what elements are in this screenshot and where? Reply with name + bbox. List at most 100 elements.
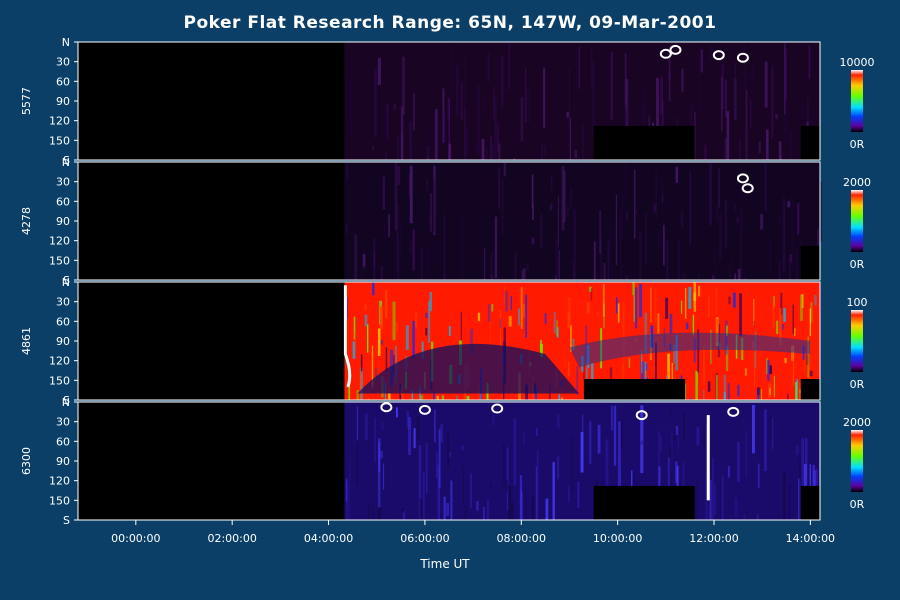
x-axis-label: Time UT — [419, 557, 470, 571]
emission-streak — [437, 464, 441, 520]
emission-streak — [754, 351, 756, 388]
emission-streak — [440, 56, 444, 77]
bright-aurora-feature — [741, 183, 754, 194]
y-tick-label: 90 — [56, 215, 70, 228]
emission-streak — [356, 406, 358, 441]
emission-streak — [425, 312, 428, 318]
emission-streak — [670, 408, 672, 417]
emission-streak — [466, 396, 470, 400]
emission-streak — [622, 302, 625, 334]
emission-streak — [526, 263, 530, 270]
emission-streak — [589, 421, 592, 464]
emission-streak — [804, 438, 808, 490]
emission-streak — [688, 286, 692, 309]
emission-streak — [447, 434, 449, 467]
emission-streak — [764, 119, 767, 149]
emission-streak — [526, 89, 530, 123]
emission-streak — [348, 78, 352, 118]
emission-streak — [402, 56, 405, 115]
x-tick-label: 08:00:00 — [497, 532, 546, 545]
emission-streak — [800, 294, 803, 321]
emission-streak — [628, 357, 631, 368]
emission-streak — [596, 311, 599, 317]
emission-streak — [561, 397, 563, 400]
emission-streak — [380, 265, 384, 280]
emission-streak — [520, 263, 522, 273]
colorbar — [851, 190, 863, 252]
emission-streak — [448, 97, 450, 160]
y-tick-label: 90 — [56, 95, 70, 108]
colorbar-min-label: 0R — [850, 378, 865, 391]
emission-streak — [743, 514, 745, 520]
emission-streak — [375, 367, 378, 383]
emission-streak — [393, 103, 397, 110]
emission-streak — [675, 166, 678, 183]
emission-streak — [736, 213, 739, 235]
emission-streak — [511, 502, 514, 520]
emission-streak — [377, 328, 381, 356]
emission-streak — [406, 410, 410, 428]
emission-streak — [577, 481, 580, 509]
emission-streak — [500, 56, 504, 108]
emission-streak — [556, 320, 558, 336]
emission-streak — [397, 234, 400, 280]
y-tick-label: 60 — [56, 75, 70, 88]
emission-streak — [470, 328, 474, 354]
emission-streak — [764, 61, 768, 108]
no-data-region — [78, 42, 345, 160]
emission-streak — [784, 358, 787, 364]
emission-streak — [567, 312, 570, 329]
emission-streak — [757, 463, 760, 488]
emission-streak — [619, 211, 622, 280]
emission-streak — [675, 335, 678, 371]
emission-streak — [482, 249, 485, 280]
emission-streak — [582, 122, 584, 160]
emission-streak — [701, 211, 703, 242]
emission-streak — [378, 442, 381, 490]
chart-title: Poker Flat Research Range: 65N, 147W, 09… — [184, 13, 717, 33]
emission-streak — [790, 132, 792, 160]
emission-streak — [441, 395, 445, 400]
y-tick-label: N — [62, 276, 70, 289]
emission-streak — [536, 450, 539, 520]
emission-streak — [593, 241, 596, 280]
emission-streak — [712, 457, 714, 520]
emission-streak — [409, 241, 413, 253]
emission-streak — [739, 139, 741, 160]
emission-streak — [561, 165, 565, 231]
emission-streak — [665, 200, 668, 212]
emission-streak — [635, 287, 638, 329]
panel-wavelength-label: 4278 — [20, 207, 33, 235]
emission-streak — [773, 375, 775, 398]
emission-streak — [392, 301, 396, 341]
low-intensity-region — [569, 332, 811, 368]
emission-streak — [625, 78, 629, 149]
emission-streak — [722, 64, 724, 110]
emission-streak — [557, 196, 559, 248]
emission-streak — [597, 424, 601, 454]
emission-streak — [799, 392, 802, 400]
emission-streak — [705, 424, 708, 496]
emission-streak — [382, 176, 385, 210]
data-gap — [800, 379, 820, 400]
emission-streak — [642, 88, 646, 123]
emission-streak — [425, 327, 428, 336]
emission-streak — [671, 429, 673, 473]
emission-streak — [501, 178, 504, 235]
data-gap — [583, 379, 686, 400]
emission-streak — [572, 338, 575, 351]
data-gap — [800, 485, 820, 520]
emission-streak — [715, 287, 717, 315]
emission-streak — [735, 175, 737, 226]
emission-streak — [792, 344, 795, 387]
emission-streak — [373, 250, 375, 269]
emission-streak — [385, 152, 387, 160]
emission-streak — [724, 79, 727, 118]
emission-streak — [810, 302, 813, 323]
emission-streak — [388, 393, 391, 400]
emission-streak — [726, 111, 730, 160]
bright-aurora-feature — [736, 173, 749, 184]
y-tick-label: N — [62, 396, 70, 409]
emission-streak — [740, 181, 743, 199]
emission-streak — [480, 393, 482, 400]
